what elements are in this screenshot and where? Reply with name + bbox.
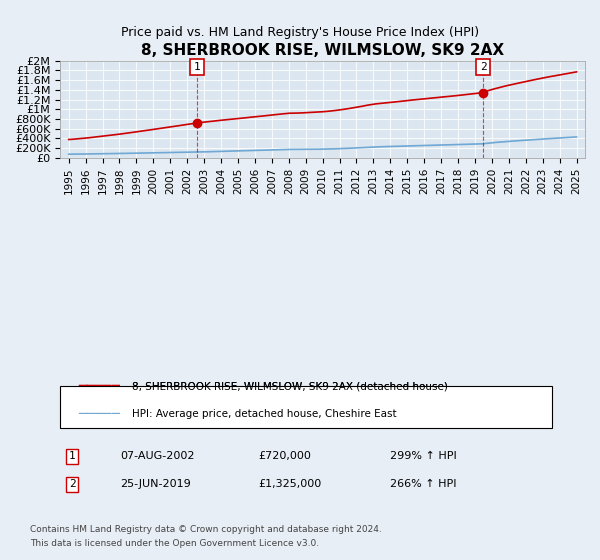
Text: 8, SHERBROOK RISE, WILMSLOW, SK9 2AX (detached house): 8, SHERBROOK RISE, WILMSLOW, SK9 2AX (de… (132, 381, 448, 391)
Legend:  (67, 68, 78, 78)
Text: 1: 1 (194, 62, 200, 72)
Text: 25-JUN-2019: 25-JUN-2019 (120, 479, 191, 489)
Text: 266% ↑ HPI: 266% ↑ HPI (390, 479, 457, 489)
Text: HPI: Average price, detached house, Cheshire East: HPI: Average price, detached house, Ches… (132, 409, 397, 419)
Text: ─────: ───── (78, 380, 120, 393)
Title: 8, SHERBROOK RISE, WILMSLOW, SK9 2AX: 8, SHERBROOK RISE, WILMSLOW, SK9 2AX (141, 43, 504, 58)
Text: 2: 2 (480, 62, 487, 72)
Text: HPI: Average price, detached house, Cheshire East: HPI: Average price, detached house, Ches… (132, 409, 397, 419)
Text: £1,325,000: £1,325,000 (258, 479, 321, 489)
Text: £720,000: £720,000 (258, 451, 311, 461)
Text: ─────: ───── (78, 380, 120, 393)
Text: 299% ↑ HPI: 299% ↑ HPI (390, 451, 457, 461)
Text: This data is licensed under the Open Government Licence v3.0.: This data is licensed under the Open Gov… (30, 539, 319, 548)
Text: Price paid vs. HM Land Registry's House Price Index (HPI): Price paid vs. HM Land Registry's House … (121, 26, 479, 39)
Text: 07-AUG-2002: 07-AUG-2002 (120, 451, 194, 461)
Text: 1: 1 (68, 451, 76, 461)
Text: ─────: ───── (78, 408, 120, 422)
Text: 2: 2 (68, 479, 76, 489)
Text: ─────: ───── (78, 408, 120, 422)
Text: Contains HM Land Registry data © Crown copyright and database right 2024.: Contains HM Land Registry data © Crown c… (30, 525, 382, 534)
Text: 8, SHERBROOK RISE, WILMSLOW, SK9 2AX (detached house): 8, SHERBROOK RISE, WILMSLOW, SK9 2AX (de… (132, 381, 448, 391)
